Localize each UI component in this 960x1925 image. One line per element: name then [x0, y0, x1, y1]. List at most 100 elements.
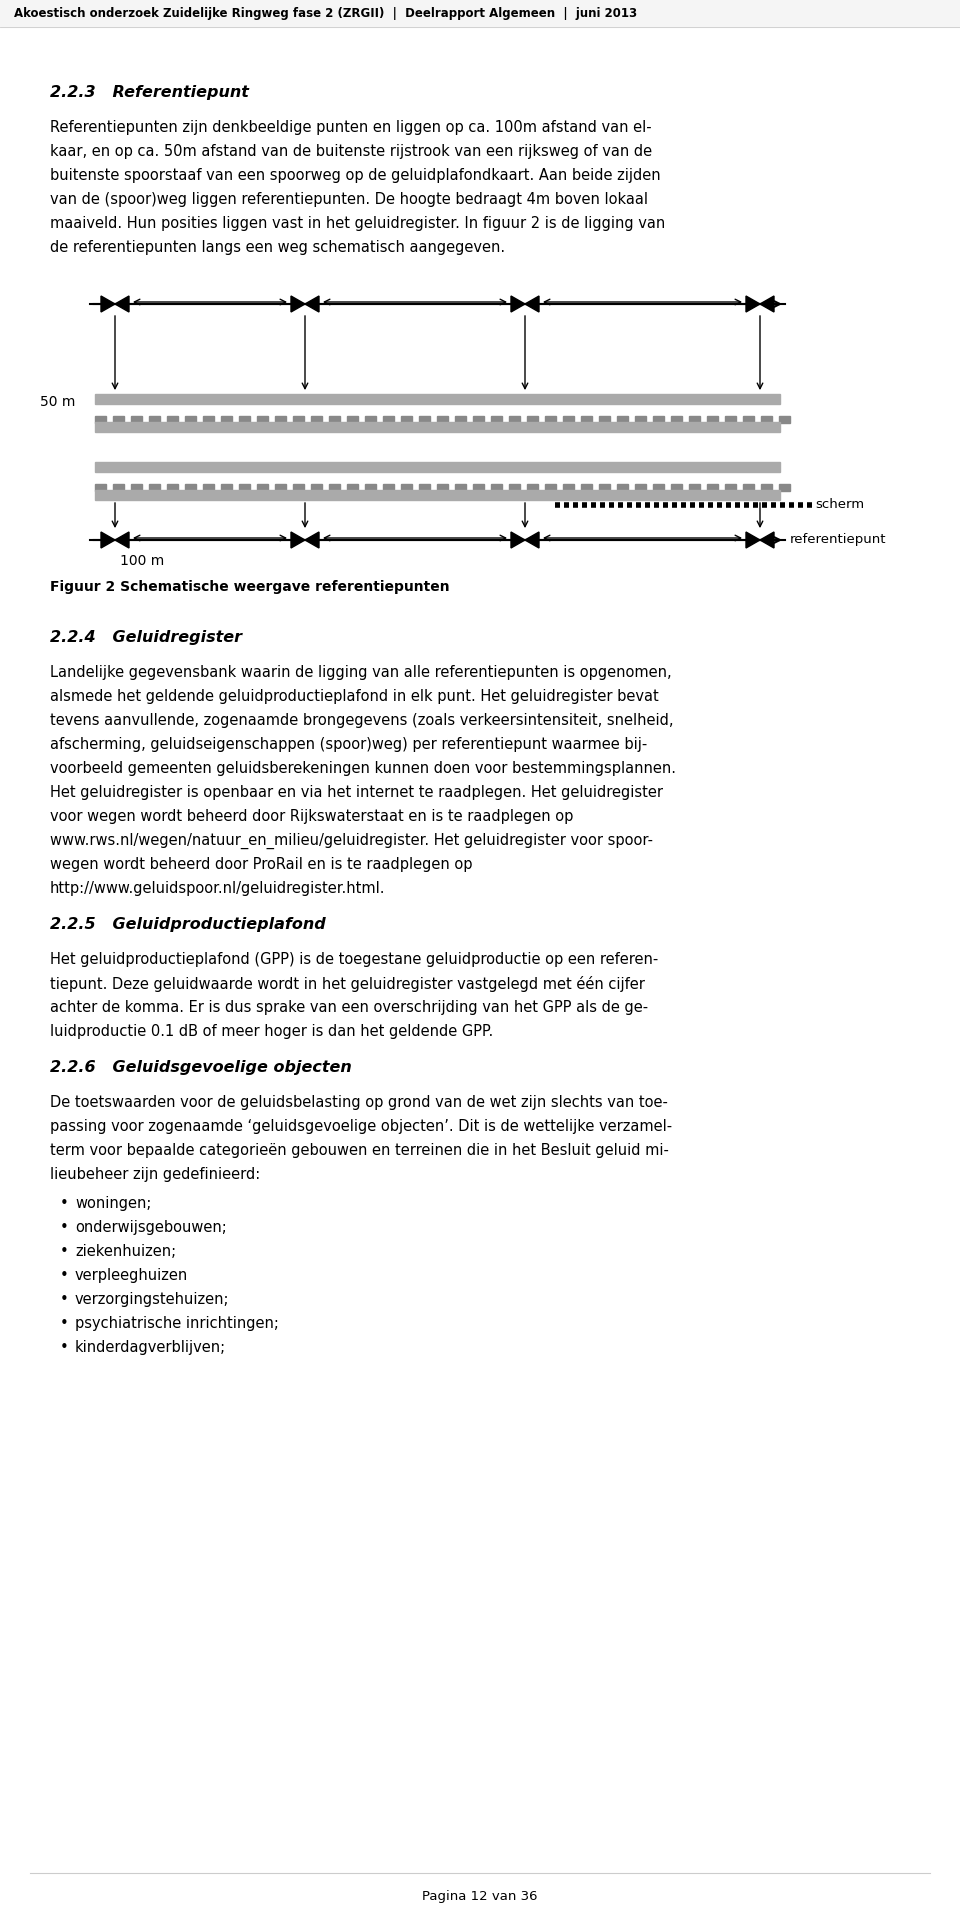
Bar	[455, 416, 466, 424]
Bar	[635, 416, 646, 424]
Bar	[275, 416, 286, 424]
Bar	[311, 416, 322, 424]
Bar	[743, 483, 754, 491]
Polygon shape	[101, 531, 115, 549]
Text: voor wegen wordt beheerd door Rijkswaterstaat en is te raadplegen op: voor wegen wordt beheerd door Rijkswater…	[50, 808, 573, 824]
Bar	[221, 416, 232, 424]
Text: ziekenhuizen;: ziekenhuizen;	[75, 1244, 176, 1259]
Bar	[491, 416, 502, 424]
Polygon shape	[746, 296, 760, 312]
Bar	[617, 416, 628, 424]
Bar	[599, 416, 610, 424]
Text: passing voor zogenaamde ‘geluidsgevoelige objecten’. Dit is de wettelijke verzam: passing voor zogenaamde ‘geluidsgevoelig…	[50, 1118, 672, 1134]
Bar	[491, 483, 502, 491]
Bar	[293, 416, 304, 424]
Bar	[131, 416, 142, 424]
Bar	[635, 483, 646, 491]
Bar	[257, 416, 268, 424]
Text: 2.2.3   Referentiepunt: 2.2.3 Referentiepunt	[50, 85, 249, 100]
Text: •: •	[60, 1317, 69, 1330]
Bar	[473, 483, 484, 491]
Bar	[509, 483, 520, 491]
Bar	[545, 416, 556, 424]
Bar	[95, 422, 780, 431]
Polygon shape	[305, 296, 319, 312]
Polygon shape	[115, 296, 129, 312]
Polygon shape	[291, 296, 305, 312]
Bar	[437, 483, 448, 491]
Text: verpleeghuizen: verpleeghuizen	[75, 1269, 188, 1282]
Polygon shape	[746, 531, 760, 549]
Text: buitenste spoorstaaf van een spoorweg op de geluidplafondkaart. Aan beide zijden: buitenste spoorstaaf van een spoorweg op…	[50, 167, 660, 183]
Bar	[0, 0, 960, 27]
Text: Het geluidregister is openbaar en via het internet te raadplegen. Het geluidregi: Het geluidregister is openbaar en via he…	[50, 785, 663, 801]
Bar	[113, 416, 124, 424]
Text: onderwijsgebouwen;: onderwijsgebouwen;	[75, 1220, 227, 1236]
Text: alsmede het geldende geluidproductieplafond in elk punt. Het geluidregister beva: alsmede het geldende geluidproductieplaf…	[50, 689, 659, 705]
Polygon shape	[525, 531, 539, 549]
Bar	[689, 483, 700, 491]
Polygon shape	[511, 296, 525, 312]
Bar	[509, 416, 520, 424]
Text: Landelijke gegevensbank waarin de ligging van alle referentiepunten is opgenomen: Landelijke gegevensbank waarin de liggin…	[50, 664, 672, 680]
Bar	[149, 416, 160, 424]
Bar	[239, 483, 250, 491]
Text: kaar, en op ca. 50m afstand van de buitenste rijstrook van een rijksweg of van d: kaar, en op ca. 50m afstand van de buite…	[50, 144, 652, 160]
Bar	[383, 416, 394, 424]
Text: Het geluidproductieplafond (GPP) is de toegestane geluidproductie op een referen: Het geluidproductieplafond (GPP) is de t…	[50, 953, 659, 966]
Bar	[383, 483, 394, 491]
Bar	[761, 416, 772, 424]
Bar	[113, 483, 124, 491]
Bar	[203, 483, 214, 491]
Bar	[419, 416, 430, 424]
Bar	[779, 416, 790, 424]
Bar	[185, 483, 196, 491]
Text: afscherming, geluidseigenschappen (spoor)weg) per referentiepunt waarmee bij-: afscherming, geluidseigenschappen (spoor…	[50, 737, 647, 753]
Text: tevens aanvullende, zogenaamde brongegevens (zoals verkeersintensiteit, snelheid: tevens aanvullende, zogenaamde brongegev…	[50, 712, 674, 728]
Bar	[527, 483, 538, 491]
Bar	[401, 483, 412, 491]
Bar	[545, 483, 556, 491]
Bar	[653, 483, 664, 491]
Text: tiepunt. Deze geluidwaarde wordt in het geluidregister vastgelegd met één cijfer: tiepunt. Deze geluidwaarde wordt in het …	[50, 976, 645, 991]
Bar	[653, 416, 664, 424]
Text: voorbeeld gemeenten geluidsberekeningen kunnen doen voor bestemmingsplannen.: voorbeeld gemeenten geluidsberekeningen …	[50, 760, 676, 776]
Bar	[131, 483, 142, 491]
Bar	[581, 416, 592, 424]
Bar	[95, 395, 780, 404]
Bar	[599, 483, 610, 491]
Text: 2.2.6   Geluidsgevoelige objecten: 2.2.6 Geluidsgevoelige objecten	[50, 1061, 351, 1074]
Text: 2.2.5   Geluidproductieplafond: 2.2.5 Geluidproductieplafond	[50, 916, 325, 932]
Polygon shape	[525, 296, 539, 312]
Text: kinderdagverblijven;: kinderdagverblijven;	[75, 1340, 227, 1355]
Text: 2.2.4   Geluidregister: 2.2.4 Geluidregister	[50, 629, 242, 645]
Text: •: •	[60, 1220, 69, 1236]
Bar	[455, 483, 466, 491]
Bar	[743, 416, 754, 424]
Bar	[185, 416, 196, 424]
Bar	[563, 416, 574, 424]
Bar	[347, 416, 358, 424]
Bar	[473, 416, 484, 424]
Text: Figuur 2 Schematische weergave referentiepunten: Figuur 2 Schematische weergave referenti…	[50, 579, 449, 595]
Text: maaiveld. Hun posities liggen vast in het geluidregister. In figuur 2 is de ligg: maaiveld. Hun posities liggen vast in he…	[50, 216, 665, 231]
Polygon shape	[760, 531, 774, 549]
Bar	[725, 483, 736, 491]
Text: 100 m: 100 m	[120, 554, 164, 568]
Bar	[329, 483, 340, 491]
Text: Akoestisch onderzoek Zuidelijke Ringweg fase 2 (ZRGII)  |  Deelrapport Algemeen : Akoestisch onderzoek Zuidelijke Ringweg …	[14, 8, 637, 19]
Text: van de (spoor)weg liggen referentiepunten. De hoogte bedraagt 4m boven lokaal: van de (spoor)weg liggen referentiepunte…	[50, 192, 648, 208]
Text: referentiepunt: referentiepunt	[790, 533, 886, 547]
Text: •: •	[60, 1244, 69, 1259]
Bar	[167, 483, 178, 491]
Polygon shape	[101, 296, 115, 312]
Text: •: •	[60, 1292, 69, 1307]
Bar	[419, 483, 430, 491]
Bar	[95, 462, 780, 472]
Bar	[563, 483, 574, 491]
Bar	[311, 483, 322, 491]
Text: verzorgingstehuizen;: verzorgingstehuizen;	[75, 1292, 229, 1307]
Bar	[707, 483, 718, 491]
Text: Pagina 12 van 36: Pagina 12 van 36	[422, 1890, 538, 1904]
Text: •: •	[60, 1269, 69, 1282]
